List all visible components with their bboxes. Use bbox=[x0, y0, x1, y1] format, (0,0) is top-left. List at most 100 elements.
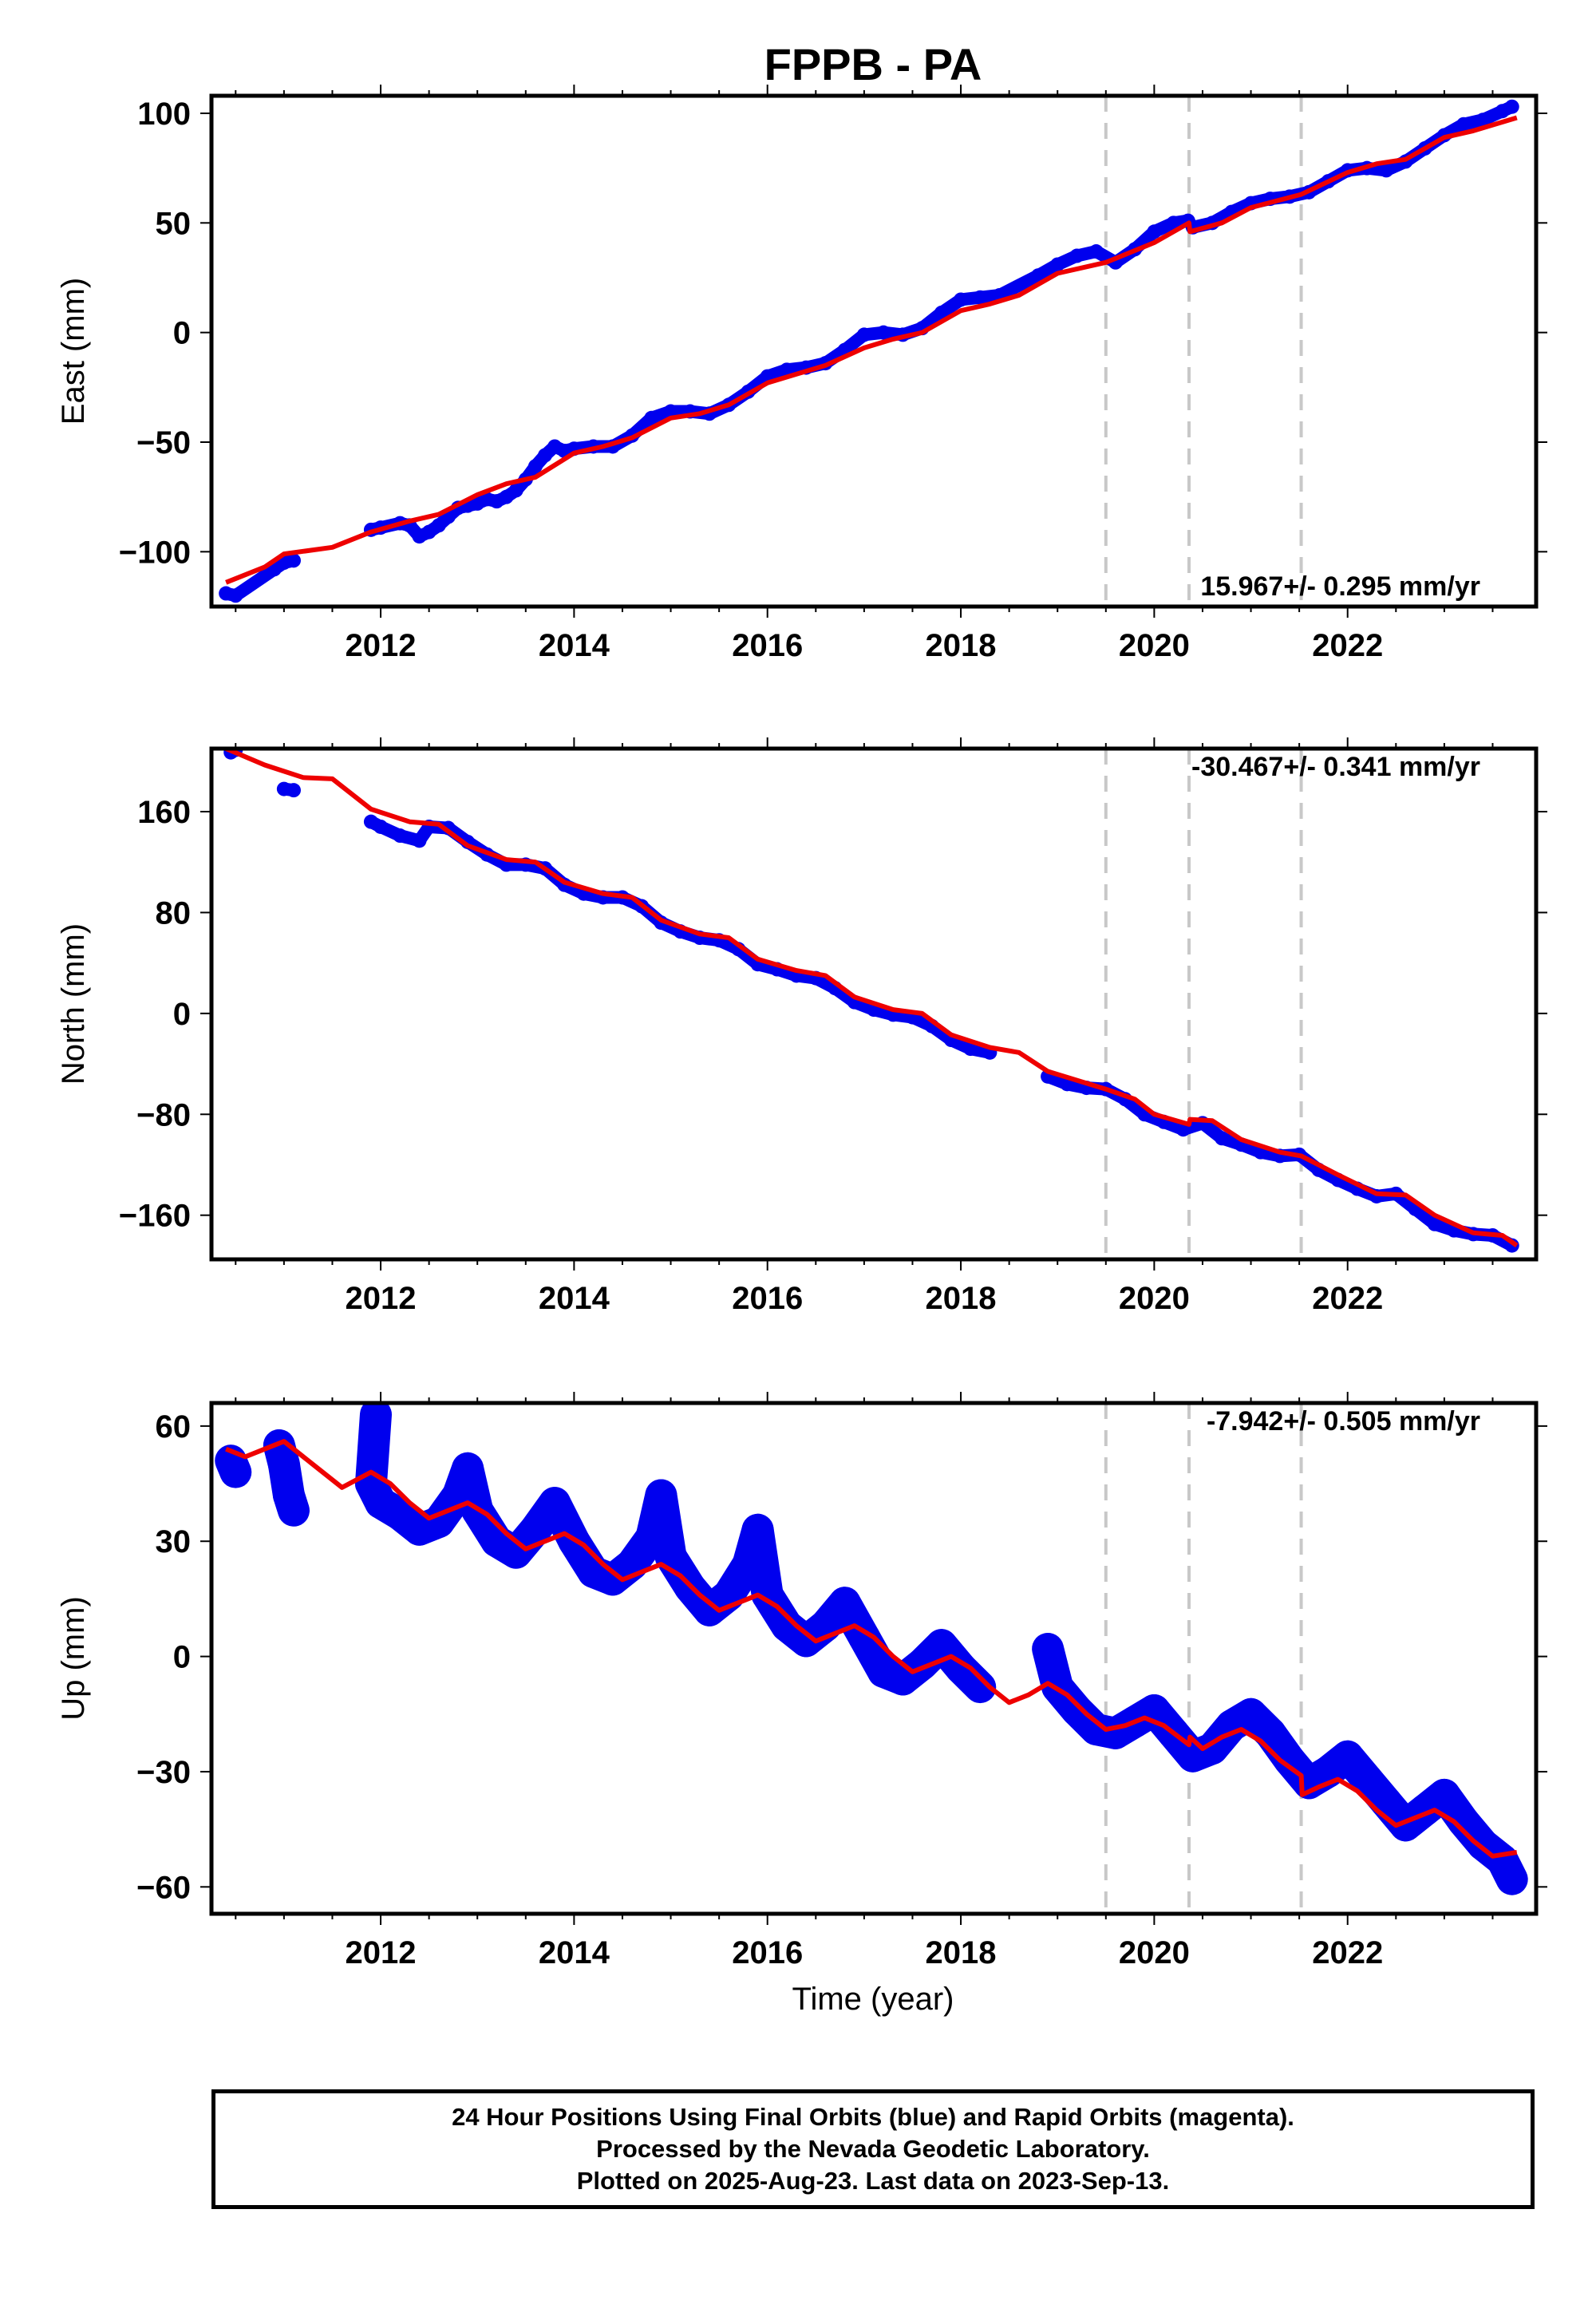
data-points-east bbox=[219, 99, 1519, 603]
data-point bbox=[1243, 1706, 1258, 1721]
fit-line-east bbox=[225, 115, 1518, 585]
y-axis-label: East (mm) bbox=[56, 278, 91, 425]
x-tick-label: 2012 bbox=[346, 628, 417, 663]
data-point bbox=[1041, 1641, 1056, 1656]
data-point bbox=[1436, 1787, 1452, 1802]
rate-label: -7.942+/- 0.505 mm/yr bbox=[1207, 1406, 1480, 1437]
data-point bbox=[373, 819, 389, 834]
data-point bbox=[286, 1503, 301, 1518]
footer-line-1: 24 Hour Positions Using Final Orbits (bl… bbox=[452, 2103, 1294, 2131]
data-point bbox=[276, 1456, 291, 1472]
data-point bbox=[1030, 268, 1045, 283]
data-point bbox=[644, 410, 659, 425]
data-point bbox=[876, 325, 891, 340]
x-tick-label: 2014 bbox=[539, 1935, 610, 1970]
plot-frame bbox=[209, 93, 1539, 609]
data-point bbox=[1427, 1216, 1442, 1231]
data-point bbox=[1050, 257, 1065, 272]
x-tick-label: 2022 bbox=[1312, 1935, 1383, 1970]
x-tick-label: 2018 bbox=[926, 1281, 997, 1316]
y-tick-label: 160 bbox=[137, 795, 191, 830]
data-point bbox=[450, 1488, 465, 1503]
panel-north: 160 80 0 −80 −160 2012 2014 2016 2018 2020 2022 Nor… bbox=[56, 737, 1547, 1316]
data-point bbox=[1166, 215, 1181, 231]
panels-group: 100 50 0 −50 −100 2012 2014 2016 2018 2020 2022 Eas… bbox=[56, 85, 1547, 2017]
data-point bbox=[934, 1638, 949, 1653]
data-point bbox=[1215, 1131, 1230, 1146]
data-band-segment bbox=[229, 563, 281, 603]
data-point bbox=[818, 1618, 833, 1634]
data-point bbox=[527, 1522, 543, 1537]
y-tick-label: 80 bbox=[156, 895, 192, 931]
data-point bbox=[1340, 1749, 1355, 1764]
x-tick-label: 2012 bbox=[346, 1935, 417, 1970]
data-point bbox=[373, 1496, 389, 1511]
data-points-up bbox=[215, 1403, 1528, 1895]
x-tick-label: 2020 bbox=[1119, 1935, 1190, 1970]
y-tick-label: 50 bbox=[156, 206, 192, 241]
data-point bbox=[223, 1453, 239, 1468]
chart-title: FPPB - PA bbox=[764, 39, 982, 89]
rate-label: -30.467+/- 0.341 mm/yr bbox=[1191, 752, 1480, 782]
data-point bbox=[508, 483, 523, 498]
data-point bbox=[625, 1557, 640, 1572]
footer-box: 24 Hour Positions Using Final Orbits (bl… bbox=[211, 2089, 1535, 2209]
x-tick-label: 2016 bbox=[732, 1935, 803, 1970]
data-point bbox=[954, 292, 969, 307]
data-point bbox=[654, 1488, 669, 1503]
data-point bbox=[412, 1522, 427, 1537]
x-tick-label: 2020 bbox=[1119, 1281, 1190, 1316]
y-tick-label: 60 bbox=[156, 1409, 192, 1445]
data-point bbox=[1504, 1871, 1519, 1887]
data-point bbox=[393, 1507, 408, 1522]
x-tick-label: 2012 bbox=[346, 1281, 417, 1316]
y-tick-label: 100 bbox=[137, 97, 191, 132]
data-point bbox=[973, 290, 988, 305]
data-point bbox=[876, 1664, 891, 1679]
y-tick-label: 30 bbox=[156, 1524, 192, 1559]
data-point bbox=[1262, 1725, 1278, 1741]
y-tick-label: −30 bbox=[136, 1755, 191, 1790]
x-axis-label: Time (year) bbox=[792, 1982, 954, 2017]
y-tick-label: −100 bbox=[119, 535, 191, 570]
data-point bbox=[547, 1496, 563, 1511]
x-tick-label: 2014 bbox=[539, 628, 610, 663]
rate-label: 15.967+/- 0.295 mm/yr bbox=[1200, 571, 1480, 602]
y-tick-label: 0 bbox=[173, 1640, 191, 1675]
reference-lines bbox=[1104, 1403, 1303, 1914]
x-tick-label: 2018 bbox=[926, 1935, 997, 1970]
data-point bbox=[1321, 1764, 1336, 1779]
data-point bbox=[837, 1595, 852, 1611]
data-point bbox=[934, 305, 949, 320]
data-point bbox=[663, 1549, 678, 1564]
data-point bbox=[281, 1488, 296, 1503]
data-point bbox=[1185, 1749, 1200, 1764]
data-point bbox=[286, 553, 301, 568]
x-tick-label: 2022 bbox=[1312, 1281, 1383, 1316]
data-band-segment bbox=[993, 269, 1045, 302]
data-point bbox=[1476, 113, 1491, 128]
data-point bbox=[286, 783, 301, 798]
data-point bbox=[721, 1587, 737, 1603]
data-point bbox=[538, 448, 553, 463]
data-points-north bbox=[223, 749, 1519, 1253]
data-point bbox=[1359, 1772, 1374, 1787]
data-point bbox=[527, 459, 543, 474]
data-point bbox=[779, 362, 794, 377]
data-point bbox=[393, 828, 408, 844]
data-point bbox=[1379, 1795, 1394, 1810]
x-tick-label: 2022 bbox=[1312, 628, 1383, 663]
data-point bbox=[368, 1407, 383, 1422]
footer-line-2: Processed by the Nevada Geodetic Laborat… bbox=[596, 2135, 1150, 2163]
y-tick-label: 0 bbox=[173, 316, 191, 351]
x-tick-label: 2020 bbox=[1119, 628, 1190, 663]
data-point bbox=[663, 404, 678, 419]
data-point bbox=[1379, 163, 1394, 178]
plot-frame bbox=[209, 1401, 1539, 1916]
data-point bbox=[1147, 224, 1162, 239]
data-point bbox=[586, 1564, 601, 1579]
data-point bbox=[963, 1041, 978, 1057]
data-point bbox=[1504, 99, 1519, 114]
data-point bbox=[228, 588, 243, 603]
reference-lines bbox=[1104, 749, 1303, 1259]
